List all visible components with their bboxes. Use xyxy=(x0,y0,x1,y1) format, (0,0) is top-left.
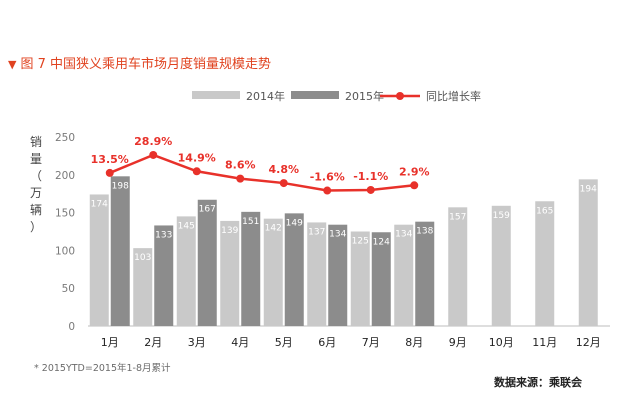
bar-2014 xyxy=(394,224,414,326)
bar-2015 xyxy=(328,224,348,326)
bar-2014-value-label: 159 xyxy=(493,211,510,221)
bar-2015 xyxy=(284,213,304,326)
y-tick-label: 150 xyxy=(55,208,75,220)
bar-2014 xyxy=(176,216,196,326)
y-tick-label: 100 xyxy=(55,245,75,257)
legend-rate-marker xyxy=(396,92,404,100)
growth-rate-label: 8.6% xyxy=(225,159,256,172)
y-tick-label: 200 xyxy=(55,170,75,182)
y-axis-label-char: 万 xyxy=(30,186,42,200)
growth-rate-line xyxy=(109,153,415,192)
bar-2015-value-label: 149 xyxy=(286,218,303,228)
bar-2014 xyxy=(307,222,327,326)
y-axis-label-char: ） xyxy=(30,220,42,234)
bar-2014-value-label: 142 xyxy=(265,224,282,234)
x-tick-label: 3月 xyxy=(188,336,206,349)
bar-2015 xyxy=(154,225,174,326)
bar-2014-value-label: 174 xyxy=(91,199,108,209)
x-tick-label: 2月 xyxy=(144,336,162,349)
legend-rate-label: 同比增长率 xyxy=(426,89,481,103)
growth-rate-label: 28.9% xyxy=(134,135,172,148)
y-tick-label: 0 xyxy=(68,321,75,333)
y-axis-label-char: 辆 xyxy=(30,203,42,217)
bar-2015-value-label: 133 xyxy=(155,230,172,240)
bar-2014-value-label: 103 xyxy=(134,253,151,263)
bar-2014 xyxy=(578,179,598,326)
bar-2015 xyxy=(371,232,391,326)
bar-2015 xyxy=(197,199,217,326)
x-tick-label: 5月 xyxy=(275,336,293,349)
growth-rate-point xyxy=(323,186,332,195)
legend-2014-label: 2014年 xyxy=(246,89,285,103)
chart-title: ▼ 图 7 中国狭义乘用车市场月度销量规模走势 xyxy=(8,53,271,72)
y-axis-label-char: 销 xyxy=(30,135,42,149)
data-source: 数据来源：乘联会 xyxy=(494,376,582,389)
bar-2015 xyxy=(241,211,261,326)
growth-rate-point xyxy=(410,181,419,190)
bar-2014 xyxy=(220,220,240,326)
x-tick-label: 8月 xyxy=(405,336,423,349)
bar-2015-value-label: 138 xyxy=(416,227,433,237)
x-tick-label: 9月 xyxy=(449,336,467,349)
growth-rate-point xyxy=(279,179,288,188)
bar-2014-value-label: 125 xyxy=(352,237,369,247)
bar-2014 xyxy=(448,207,468,326)
x-tick-label: 10月 xyxy=(489,336,514,349)
triangle-bullet-icon: ▼ xyxy=(8,58,17,71)
bar-2015-value-label: 134 xyxy=(329,230,346,240)
growth-rate-point xyxy=(105,168,114,177)
legend-2015-swatch xyxy=(291,91,339,99)
bar-2015 xyxy=(110,176,130,326)
bar-2014-value-label: 137 xyxy=(308,227,325,237)
x-tick-label: 12月 xyxy=(576,336,601,349)
growth-rate-label: -1.1% xyxy=(353,170,388,183)
x-tick-label: 6月 xyxy=(318,336,336,349)
bar-2015 xyxy=(415,221,435,326)
x-tick-label: 7月 xyxy=(362,336,380,349)
bar-2014-value-label: 194 xyxy=(580,184,597,194)
growth-rate-point xyxy=(192,167,201,176)
x-tick-label: 11月 xyxy=(532,336,557,349)
y-axis-label-char: 量 xyxy=(30,152,42,166)
y-axis-label-char: （ xyxy=(30,169,42,183)
bar-2014 xyxy=(491,205,511,326)
bar-2014 xyxy=(89,194,109,326)
y-tick-label: 50 xyxy=(62,283,75,295)
bar-2014 xyxy=(350,231,370,326)
growth-rate-point xyxy=(236,174,245,183)
y-tick-label: 250 xyxy=(55,132,75,144)
growth-rate-label: 2.9% xyxy=(399,165,430,178)
growth-rate-label: 4.8% xyxy=(268,163,299,176)
bar-2015-value-label: 198 xyxy=(112,181,129,191)
bar-2015-value-label: 151 xyxy=(242,217,259,227)
bar-2014 xyxy=(133,248,153,326)
chart-title-text: 图 7 中国狭义乘用车市场月度销量规模走势 xyxy=(20,57,272,72)
bar-2014-value-label: 165 xyxy=(536,206,553,216)
bar-2015-value-label: 167 xyxy=(199,205,216,215)
legend-2015-label: 2015年 xyxy=(345,89,384,103)
growth-rate-label: 13.5% xyxy=(91,153,129,166)
bar-2014-value-label: 139 xyxy=(221,226,238,236)
bar-2014-value-label: 134 xyxy=(395,230,412,240)
footnote: * 2015YTD=2015年1-8月累计 xyxy=(34,363,171,374)
growth-rate-point xyxy=(149,150,158,159)
x-tick-label: 1月 xyxy=(101,336,119,349)
bar-2015-value-label: 124 xyxy=(373,237,390,247)
growth-rate-point xyxy=(366,185,375,194)
growth-rate-label: 14.9% xyxy=(178,151,216,164)
growth-rate-label: -1.6% xyxy=(310,171,345,184)
bar-2014-value-label: 157 xyxy=(449,212,466,222)
x-tick-label: 4月 xyxy=(231,336,249,349)
bar-2014 xyxy=(263,218,283,326)
bar-2014 xyxy=(535,201,555,326)
bar-2014-value-label: 145 xyxy=(178,221,195,231)
legend-2014-swatch xyxy=(192,91,240,99)
